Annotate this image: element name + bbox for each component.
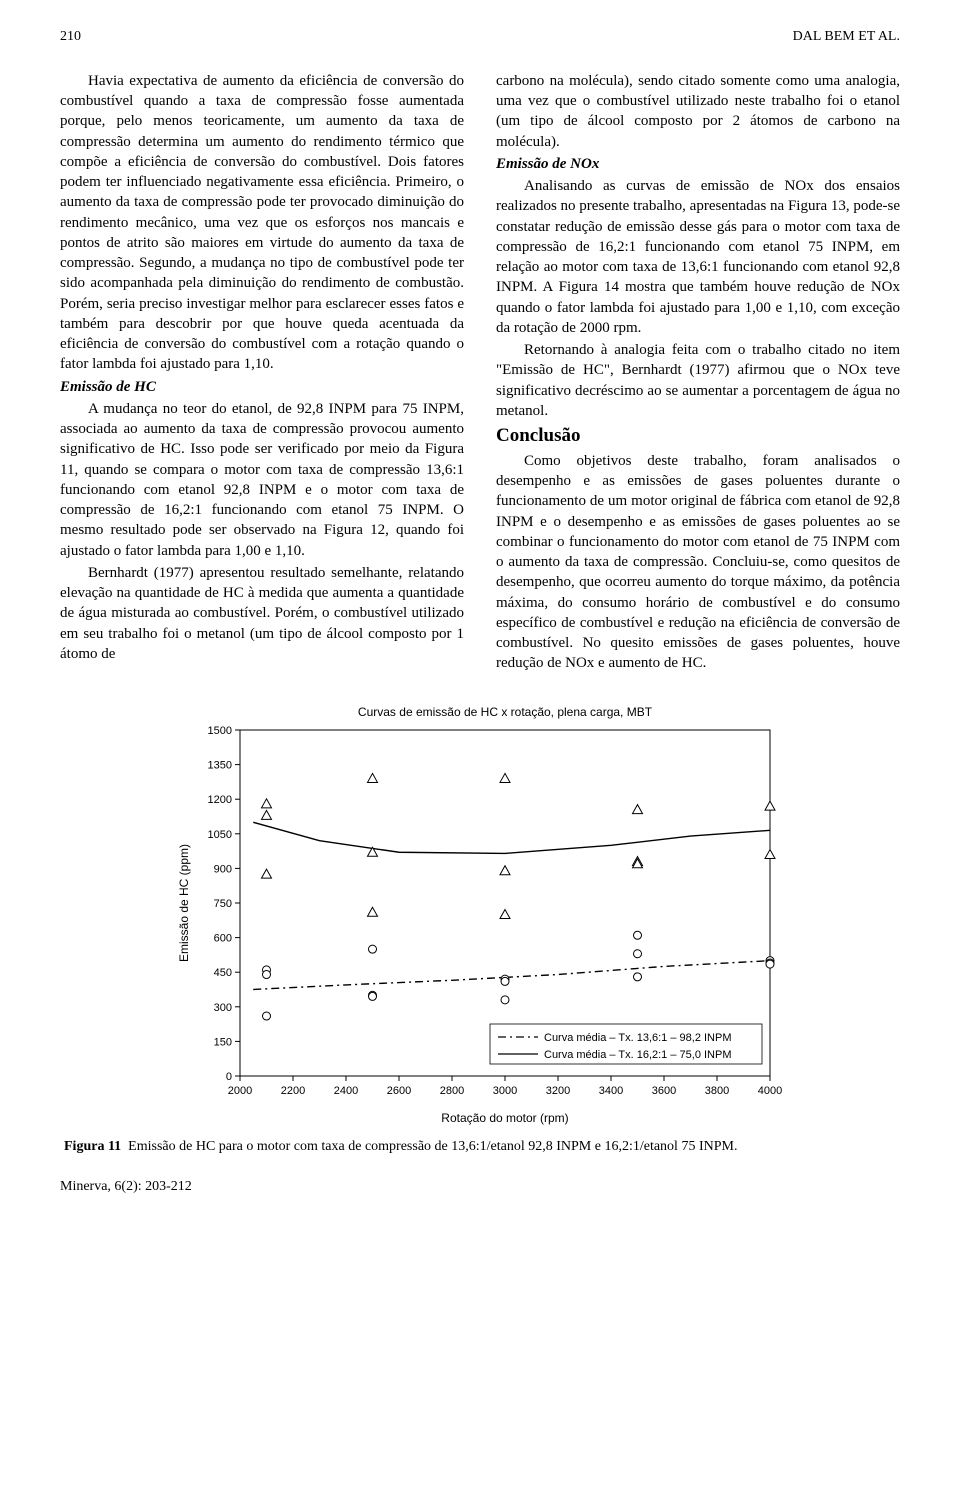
right-column: carbono na molécula), sendo citado somen…	[496, 71, 900, 676]
svg-text:Rotação do motor (rpm): Rotação do motor (rpm)	[441, 1111, 568, 1125]
svg-text:600: 600	[214, 932, 232, 944]
para-hc1: A mudança no teor do etanol, de 92,8 INP…	[60, 399, 464, 561]
svg-text:1350: 1350	[208, 759, 232, 771]
svg-text:0: 0	[226, 1071, 232, 1083]
svg-text:3400: 3400	[599, 1085, 623, 1097]
svg-text:2800: 2800	[440, 1085, 464, 1097]
svg-text:3800: 3800	[705, 1085, 729, 1097]
svg-text:4000: 4000	[758, 1085, 782, 1097]
running-head: DAL BEM ET AL.	[793, 28, 900, 47]
svg-text:300: 300	[214, 1001, 232, 1013]
svg-text:1200: 1200	[208, 794, 232, 806]
svg-text:3200: 3200	[546, 1085, 570, 1097]
svg-text:750: 750	[214, 898, 232, 910]
subhead-nox: Emissão de NOx	[496, 154, 900, 174]
svg-text:3000: 3000	[493, 1085, 517, 1097]
figure-caption: Figura 11 Emissão de HC para o motor com…	[60, 1138, 900, 1157]
svg-text:150: 150	[214, 1036, 232, 1048]
page-number: 210	[60, 28, 81, 47]
para-nox2: Retornando à analogia feita com o trabal…	[496, 340, 900, 421]
left-column: Havia expectativa de aumento da eficiênc…	[60, 71, 464, 676]
svg-text:2400: 2400	[334, 1085, 358, 1097]
svg-text:2000: 2000	[228, 1085, 252, 1097]
para-intro: Havia expectativa de aumento da eficiênc…	[60, 71, 464, 375]
svg-text:900: 900	[214, 863, 232, 875]
svg-text:Curva média – Tx. 16,2:1 – 75,: Curva média – Tx. 16,2:1 – 75,0 INPM	[544, 1049, 732, 1061]
subhead-hc: Emissão de HC	[60, 377, 464, 397]
para-hc2: Bernhardt (1977) apresentou resultado se…	[60, 563, 464, 664]
figure-label: Figura 11	[64, 1139, 121, 1154]
svg-text:1500: 1500	[208, 725, 232, 737]
svg-text:2200: 2200	[281, 1085, 305, 1097]
journal-footer: Minerva, 6(2): 203-212	[60, 1178, 900, 1197]
svg-text:Curvas de emissão de HC x rota: Curvas de emissão de HC x rotação, plena…	[358, 705, 653, 719]
hc-chart: Curvas de emissão de HC x rotação, plena…	[170, 702, 790, 1132]
para-conclusion: Como objetivos deste trabalho, foram ana…	[496, 451, 900, 674]
svg-text:Curva média – Tx. 13,6:1 – 98,: Curva média – Tx. 13,6:1 – 98,2 INPM	[544, 1032, 732, 1044]
heading-conclusion: Conclusão	[496, 423, 900, 449]
svg-text:2600: 2600	[387, 1085, 411, 1097]
svg-text:1050: 1050	[208, 828, 232, 840]
svg-text:Emissão de HC (ppm): Emissão de HC (ppm)	[177, 844, 191, 962]
svg-text:3600: 3600	[652, 1085, 676, 1097]
svg-text:450: 450	[214, 967, 232, 979]
para-cont: carbono na molécula), sendo citado somen…	[496, 71, 900, 152]
figure-text: Emissão de HC para o motor com taxa de c…	[128, 1139, 737, 1154]
para-nox1: Analisando as curvas de emissão de NOx d…	[496, 176, 900, 338]
